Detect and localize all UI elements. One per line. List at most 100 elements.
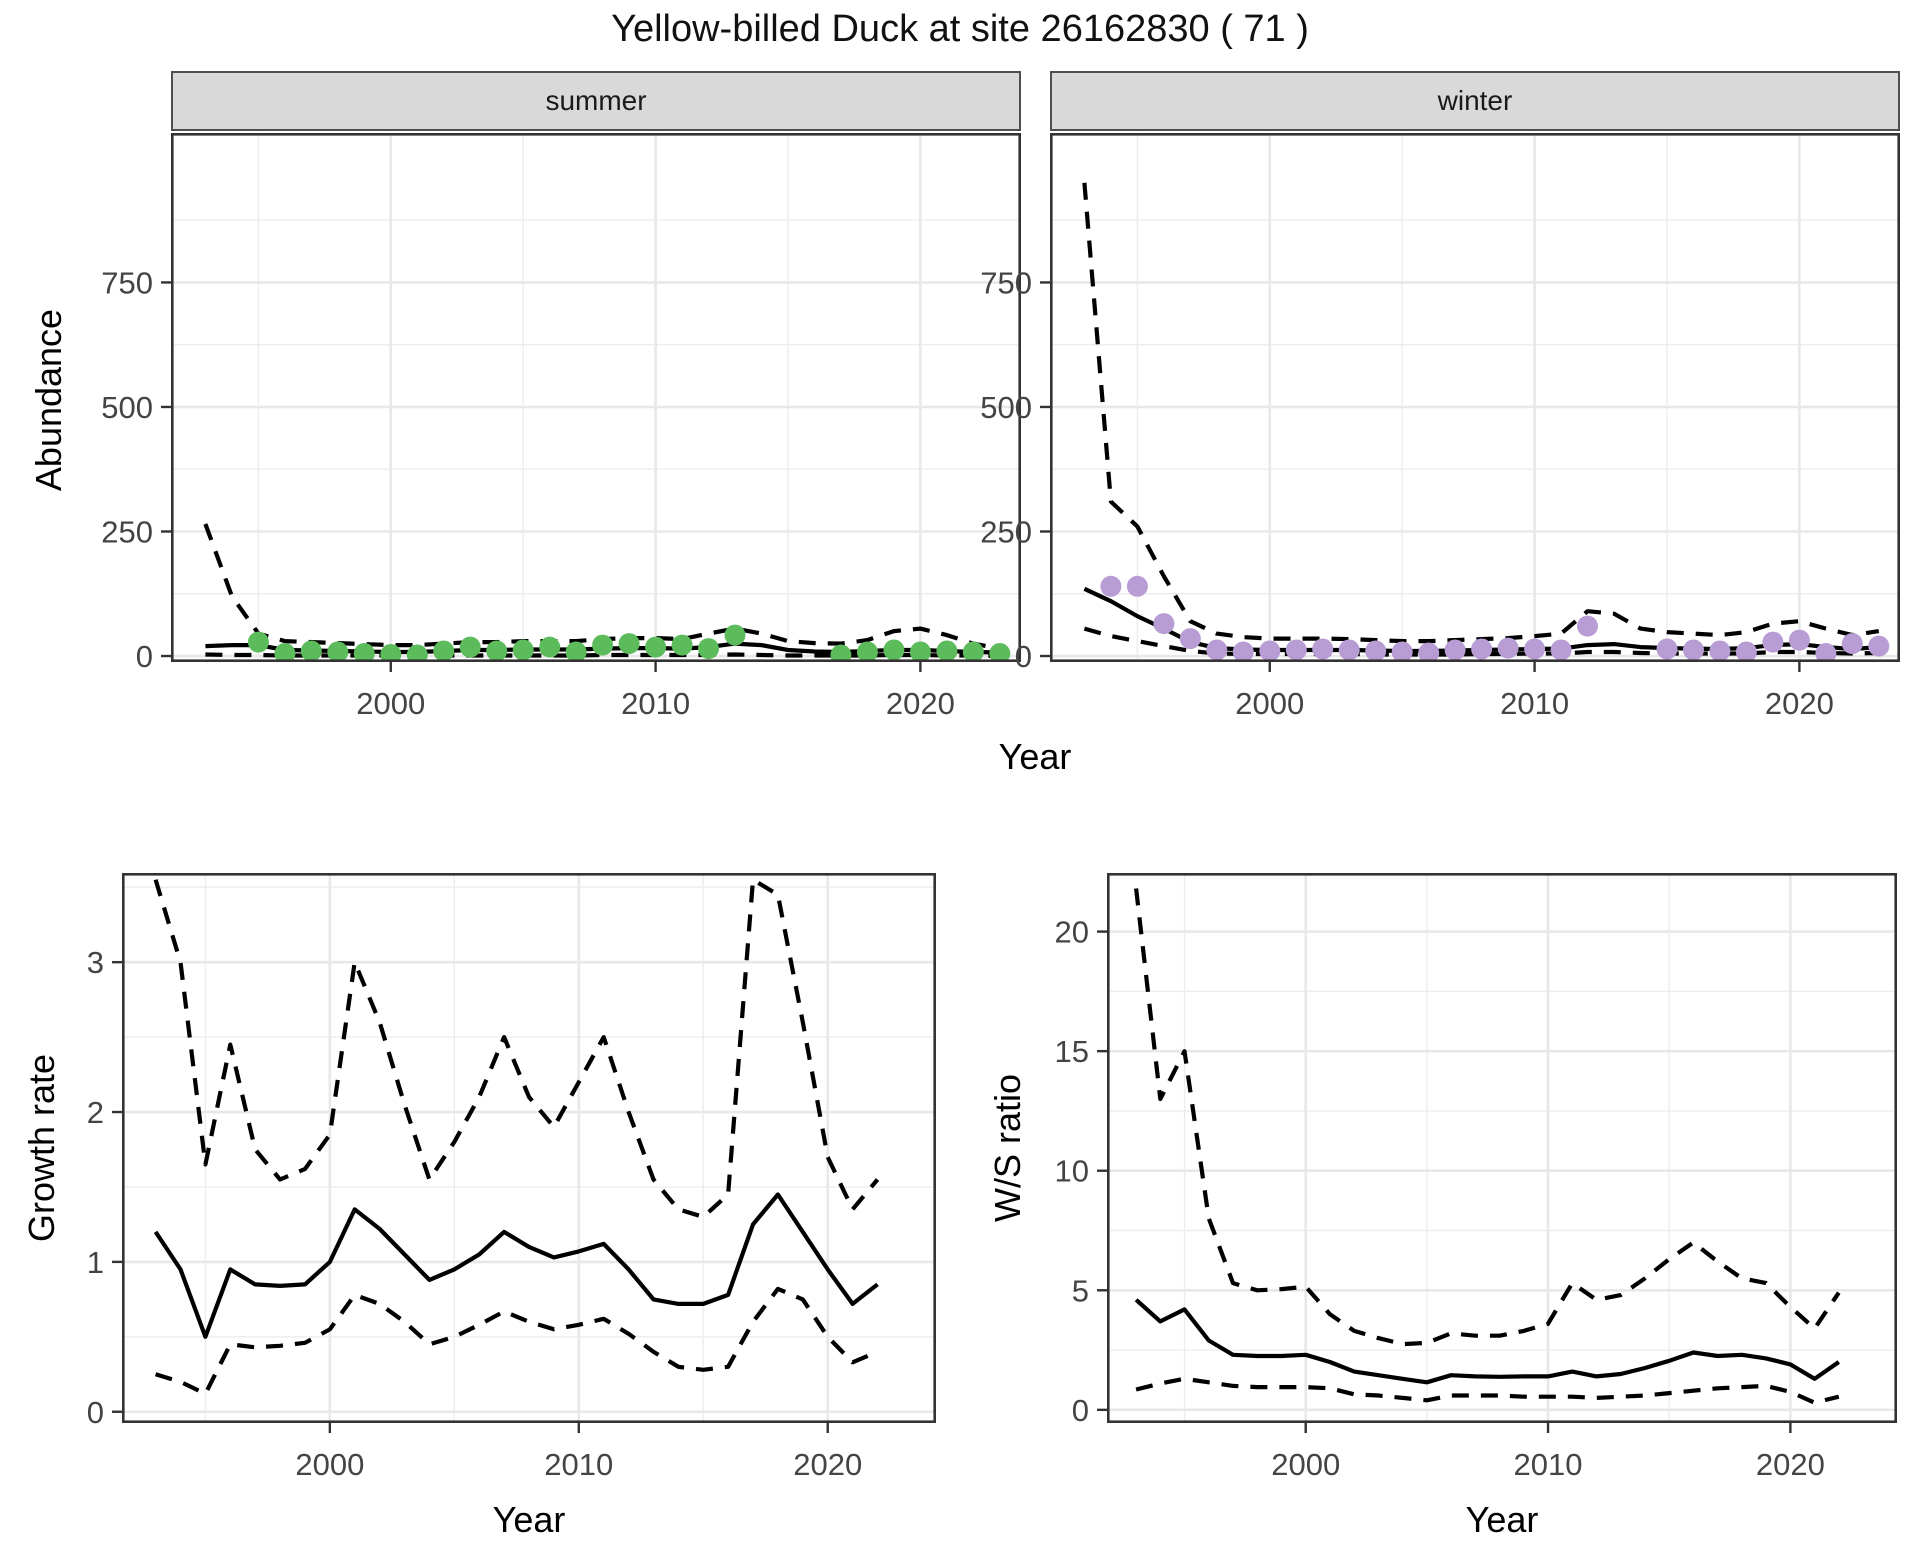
upper_ci-line: [153, 877, 880, 1219]
data-point: [989, 643, 1011, 662]
data-point: [671, 634, 693, 656]
gridlines: [171, 133, 1021, 662]
data-point: [645, 636, 667, 658]
data-point: [698, 638, 719, 660]
panel-ws-ratio: 2000 2010 2020 0 5 10 15 20: [1055, 872, 1898, 1482]
x-tick-label: 2020: [793, 1447, 862, 1482]
y-tick-label: 0: [87, 1395, 104, 1430]
y-tick-label: 1: [87, 1245, 104, 1280]
panel-border: [1049, 132, 1901, 663]
data-point: [300, 640, 322, 662]
data-point: [856, 641, 878, 662]
data-point: [1285, 639, 1307, 661]
lower_ci-line: [1135, 1376, 1840, 1405]
x-tick-label: 2020: [1756, 1447, 1825, 1482]
data-point: [1365, 640, 1387, 662]
y-tick-label: 750: [980, 265, 1032, 300]
data-point: [883, 639, 905, 661]
series-lines: [153, 877, 880, 1396]
x-tick-label: 2000: [356, 686, 425, 721]
panel-border: [170, 132, 1022, 663]
facet-strip-summer: summer: [171, 71, 1021, 131]
data-point: [1206, 639, 1228, 661]
data-point: [1709, 640, 1731, 662]
x-tick-label: 2000: [1271, 1447, 1340, 1482]
data-point: [1232, 641, 1254, 662]
data-point: [1841, 633, 1863, 655]
data-point: [1550, 639, 1572, 661]
data-point: [1497, 637, 1519, 659]
axis-ticks: 2000 2010 2020 0 250 500 750: [101, 265, 955, 721]
data-point: [1762, 631, 1784, 653]
data-point: [353, 643, 375, 662]
axis-ticks: 2000 2010 2020 0 5 10 15 20: [1055, 915, 1825, 1482]
data-point: [512, 639, 534, 661]
data-point: [1524, 638, 1546, 660]
y-axis-title-abundance: Abundance: [28, 308, 69, 492]
data-point: [406, 644, 428, 662]
data-point: [539, 636, 561, 658]
facet-strip-winter-label: winter: [1437, 85, 1513, 116]
data-point: [433, 640, 455, 662]
y-tick-label: 0: [1015, 639, 1032, 674]
y-tick-label: 2: [87, 1095, 104, 1130]
y-tick-label: 750: [101, 265, 153, 300]
data-point: [274, 643, 296, 662]
median-line: [1134, 1298, 1840, 1385]
data-point: [724, 624, 746, 646]
facet-strip-summer-label: summer: [545, 85, 647, 116]
y-tick-label: 10: [1055, 1154, 1089, 1189]
data-point: [1444, 639, 1466, 661]
data-point: [327, 641, 349, 662]
data-point: [1683, 639, 1704, 661]
panel-growth-rate: 2000 2010 2020 0 1 2 3: [87, 872, 937, 1482]
y-tick-label: 250: [101, 514, 153, 549]
data-point: [1656, 638, 1678, 660]
x-tick-label: 2000: [1235, 686, 1304, 721]
data-point: [1868, 635, 1890, 657]
panel-border: [1106, 872, 1898, 1424]
upper_ci-line: [203, 523, 1001, 651]
panel-summer-abundance: 2000 2010 2020 0 250 500 750: [101, 132, 1022, 721]
y-axis-title-ws-ratio: W/S ratio: [987, 1073, 1028, 1223]
gridlines: [1050, 133, 1900, 662]
data-point: [1471, 638, 1493, 660]
y-tick-label: 250: [980, 514, 1032, 549]
data-point: [1179, 628, 1201, 650]
data-point: [962, 641, 984, 662]
gridlines: [1107, 873, 1897, 1423]
data-point: [380, 644, 402, 662]
x-tick-label: 2000: [295, 1447, 364, 1482]
x-axis-title-year-top: Year: [998, 736, 1072, 777]
y-tick-label: 20: [1055, 915, 1089, 950]
data-point: [1815, 643, 1837, 662]
x-tick-label: 2010: [544, 1447, 613, 1482]
data-point: [830, 644, 852, 662]
chart-title: Yellow-billed Duck at site 26162830 ( 71…: [611, 8, 1309, 50]
data-point: [565, 641, 587, 662]
upper_ci-line: [1134, 888, 1841, 1347]
gridlines: [122, 873, 936, 1423]
data-point: [459, 636, 481, 658]
upper_ci-line: [1082, 182, 1880, 644]
x-tick-label: 2010: [621, 686, 690, 721]
data-point: [1418, 642, 1440, 662]
data-point: [1735, 641, 1757, 662]
x-tick-label: 2010: [1514, 1447, 1583, 1482]
panel-winter-abundance: 2000 2010 2020 0 250 500 750: [980, 132, 1901, 721]
data-point: [618, 633, 640, 655]
data-point: [1126, 575, 1148, 597]
data-point: [1577, 615, 1598, 637]
data-point: [1312, 638, 1334, 660]
series-lines: [1134, 888, 1841, 1405]
x-axis-title-year-ws: Year: [1465, 1499, 1539, 1540]
series-lines: [1082, 182, 1880, 657]
axis-ticks: 2000 2010 2020 0 250 500 750: [980, 265, 1834, 721]
y-tick-label: 500: [101, 390, 153, 425]
y-tick-label: 0: [136, 639, 153, 674]
data-point: [1338, 639, 1360, 661]
data-points: [1100, 575, 1890, 662]
x-tick-label: 2020: [1765, 686, 1834, 721]
data-point: [592, 634, 614, 656]
